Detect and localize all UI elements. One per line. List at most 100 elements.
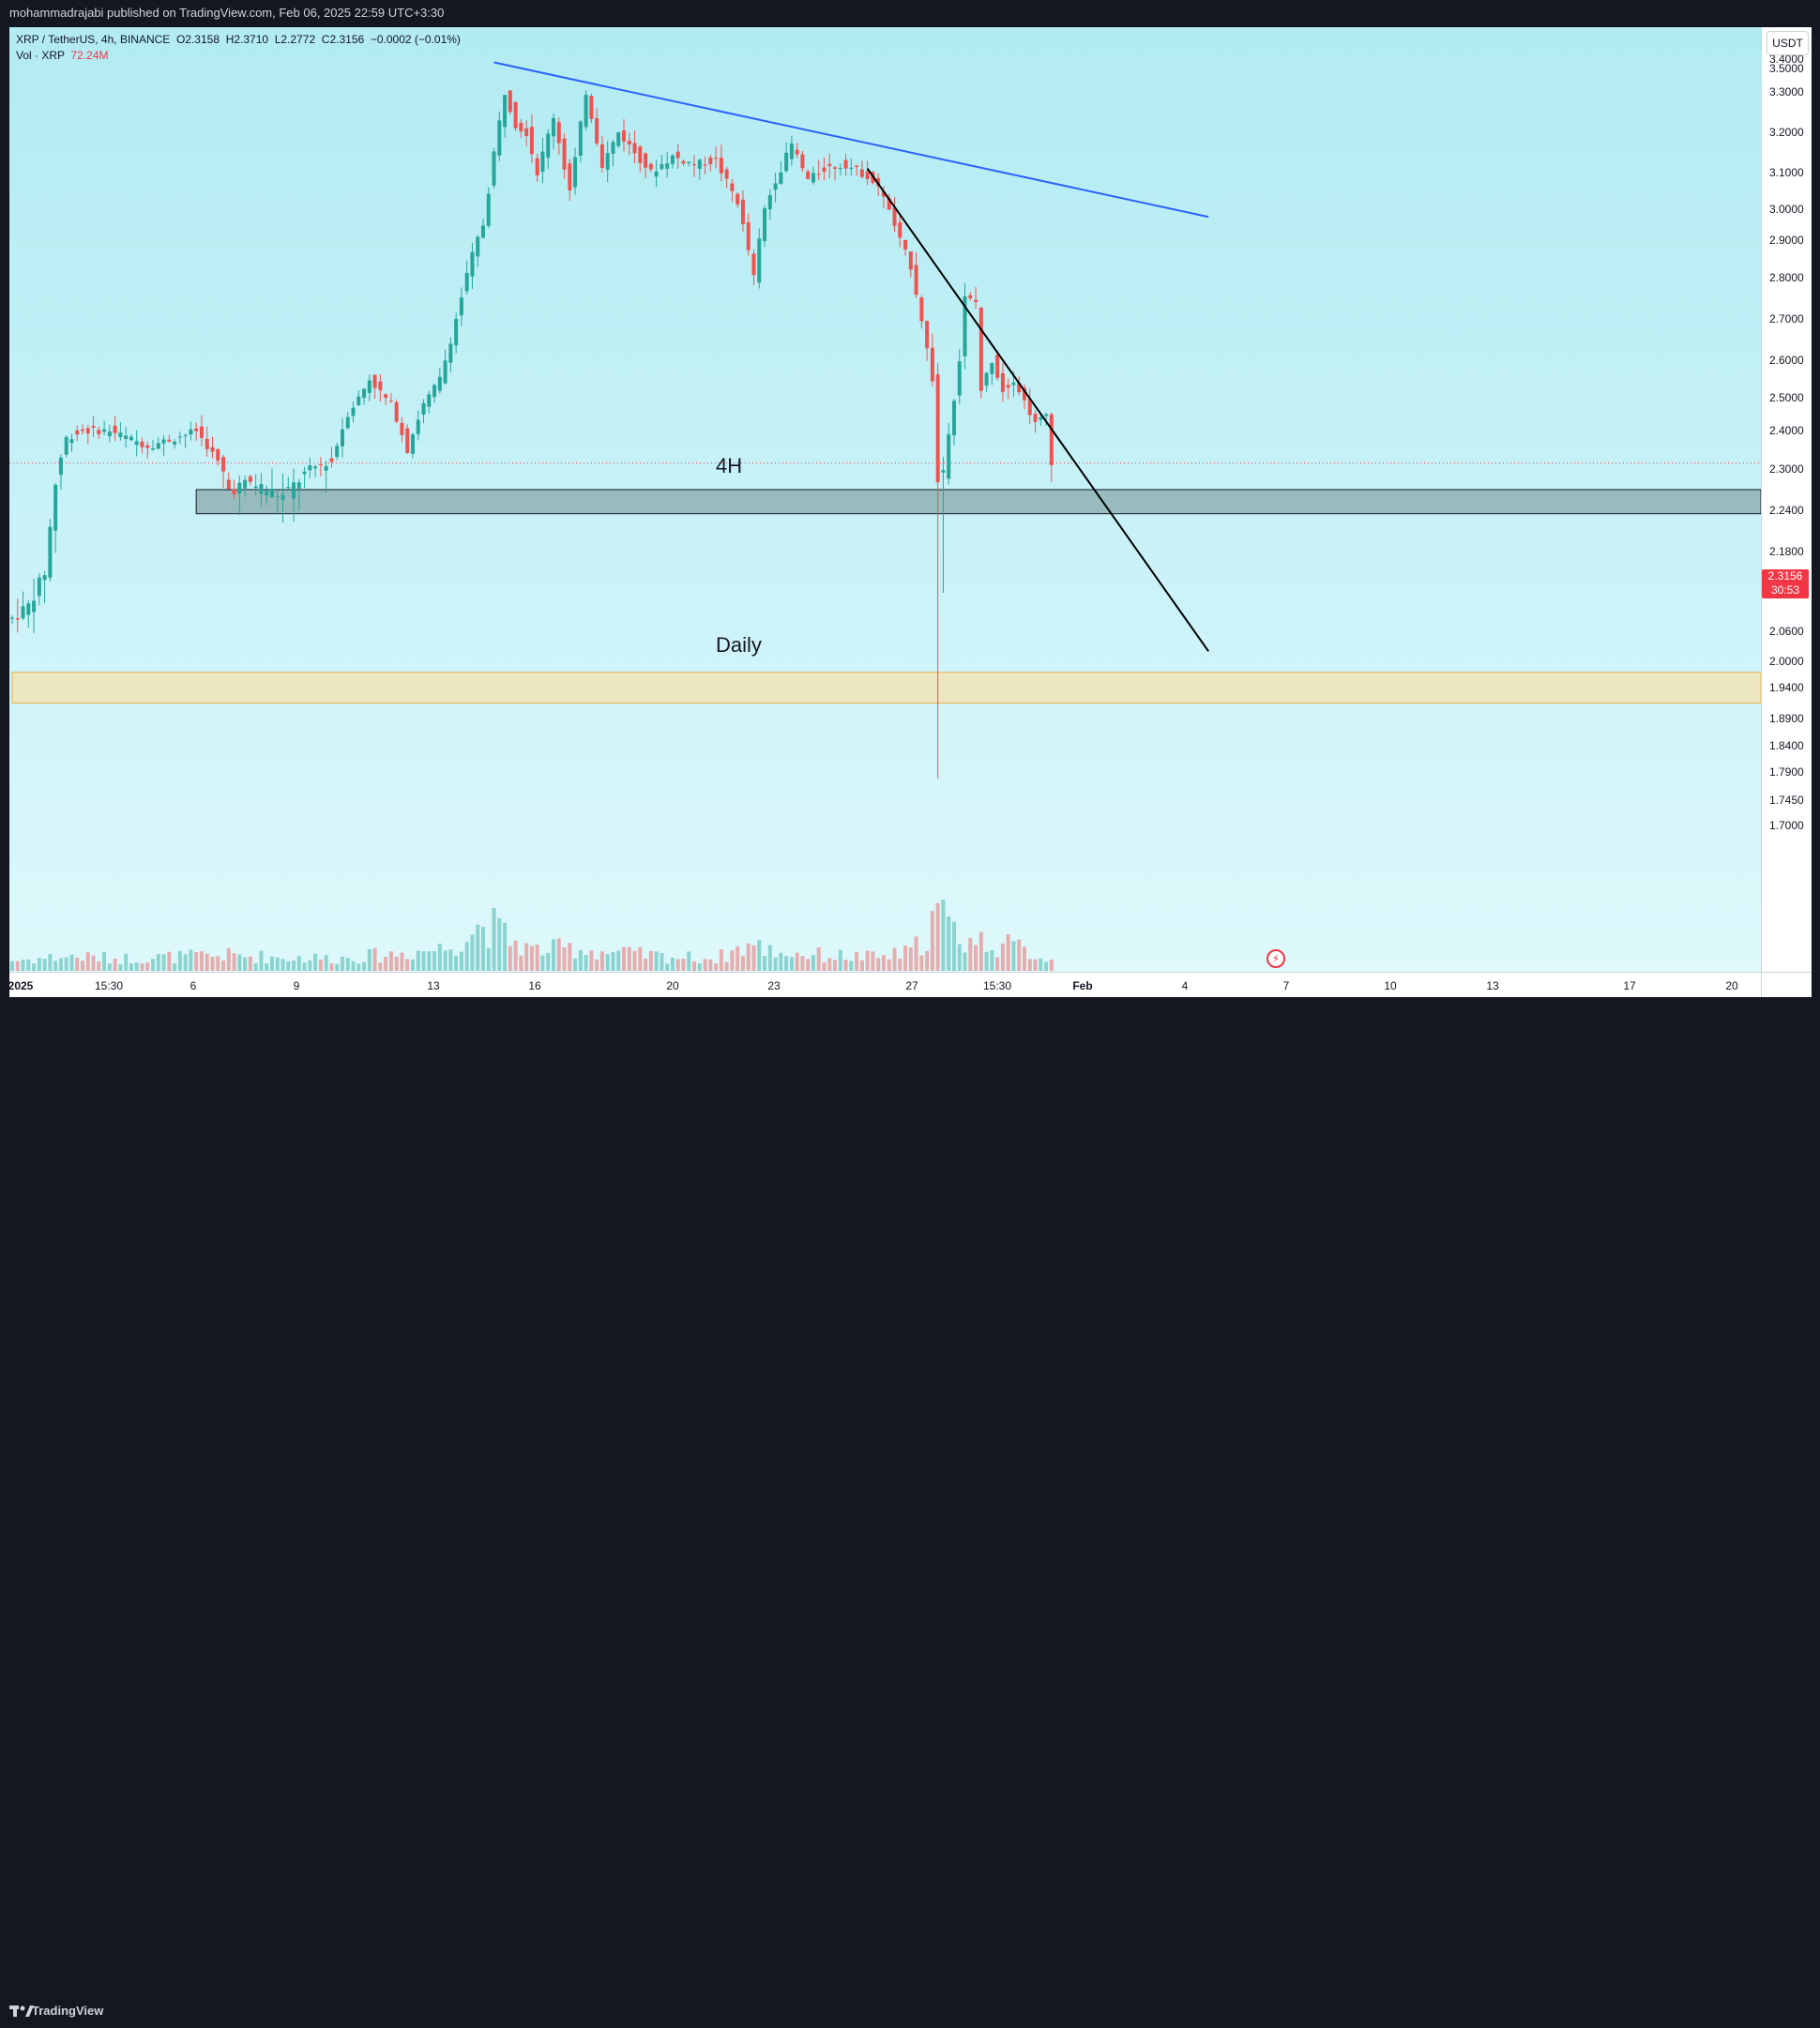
candle-body — [161, 439, 166, 444]
volume-bar — [199, 951, 204, 971]
volume-bar — [492, 908, 496, 971]
price-tick: 3.0000 — [1769, 203, 1804, 216]
volume-bar — [345, 958, 350, 971]
volume-bar — [400, 952, 404, 971]
candle-body — [226, 479, 231, 490]
candle-body — [730, 183, 735, 191]
currency-unit-button[interactable]: USDT — [1767, 31, 1809, 55]
candle-body — [887, 198, 891, 210]
candle-body — [670, 155, 675, 164]
candle-body — [703, 164, 707, 166]
candle-body — [367, 380, 372, 393]
volume-bar — [584, 955, 588, 971]
time-tick: 15:30 — [94, 979, 124, 992]
volume-bar — [367, 948, 372, 971]
candle-body — [410, 434, 415, 454]
volume-bar — [42, 959, 47, 971]
candle-body — [308, 465, 312, 471]
candle-body — [552, 117, 555, 137]
candle-body — [806, 171, 811, 179]
price-tick: 2.4000 — [1769, 424, 1804, 437]
symbol-name[interactable]: XRP / TetherUS, 4h, BINANCE — [16, 33, 171, 46]
lightning-icon[interactable]: ⚡ — [1266, 949, 1285, 968]
volume-bar — [275, 957, 280, 971]
volume-bar — [638, 946, 643, 971]
volume-bar — [773, 957, 778, 971]
volume-value: 72.24M — [70, 49, 109, 62]
price-tick: 2.3000 — [1769, 462, 1804, 476]
candle-body — [199, 426, 204, 438]
volume-bar — [410, 959, 415, 971]
volume-bar — [611, 952, 615, 971]
volume-bar — [871, 951, 875, 971]
candle-body — [275, 496, 280, 498]
ohlc-row[interactable]: XRP / TetherUS, 4h, BINANCE O2.3158 H2.3… — [16, 32, 461, 48]
volume-bar — [486, 947, 491, 971]
candle-body — [151, 447, 156, 450]
volume-bar — [978, 931, 983, 971]
candle-body — [757, 238, 762, 283]
candle-body — [194, 428, 199, 431]
candle-body — [448, 343, 453, 363]
volume-bar — [1044, 961, 1049, 971]
price-tick: 1.7900 — [1769, 765, 1804, 779]
volume-bar — [378, 962, 383, 971]
candle-body — [1022, 387, 1026, 401]
candle-body — [259, 484, 264, 494]
volume-row[interactable]: Vol · XRP 72.24M — [16, 48, 461, 64]
volume-bar — [843, 960, 848, 971]
volume-bar — [226, 947, 231, 971]
volume-bar — [69, 954, 74, 971]
volume-bar — [535, 944, 539, 971]
candle-body — [329, 458, 334, 462]
volume-bar — [91, 955, 96, 971]
time-axis[interactable] — [9, 972, 1761, 998]
candle-body — [248, 476, 252, 482]
volume-bar — [984, 951, 989, 971]
volume-bar — [308, 960, 312, 971]
volume-bar — [394, 956, 399, 971]
candle-body — [345, 416, 350, 429]
candle-body — [97, 430, 101, 434]
candle-body — [838, 168, 842, 170]
candle-body — [556, 122, 561, 144]
volume-bar — [714, 963, 719, 971]
price-tick: 3.2000 — [1769, 126, 1804, 139]
volume-bar — [974, 945, 978, 971]
candle-body — [665, 163, 670, 169]
candle-body — [210, 446, 215, 452]
volume-bar — [81, 961, 85, 971]
candle-body — [508, 90, 512, 113]
candle-body — [437, 376, 442, 391]
price-axis[interactable] — [1761, 27, 1812, 972]
volume-bar — [811, 955, 815, 971]
candle-body — [1044, 414, 1049, 416]
candle-body — [470, 251, 475, 277]
candle-body — [134, 441, 139, 446]
candle-body — [978, 307, 983, 391]
volume-bar — [253, 962, 258, 971]
candle-body — [253, 486, 258, 489]
candle-body — [925, 321, 930, 349]
candle-body — [903, 239, 908, 250]
candle-body — [237, 482, 242, 494]
descending-trendline-upper — [493, 61, 1209, 219]
candle-body — [269, 489, 274, 498]
price-chart[interactable] — [9, 27, 1761, 972]
candle-body — [941, 470, 946, 473]
candle-body — [503, 95, 508, 128]
volume-bar — [85, 952, 90, 971]
volume-bar — [529, 946, 534, 971]
volume-bar — [540, 955, 545, 971]
volume-bar — [692, 961, 697, 971]
candle-body — [881, 191, 886, 197]
volume-bar — [708, 959, 713, 971]
candle-body — [708, 157, 713, 165]
volume-bar — [730, 950, 735, 971]
candle-body — [335, 446, 340, 458]
candle-body — [243, 479, 248, 489]
time-tick: 23 — [767, 979, 781, 992]
candle-body — [599, 144, 604, 168]
candle-body — [935, 374, 940, 483]
candle-body — [876, 178, 881, 187]
